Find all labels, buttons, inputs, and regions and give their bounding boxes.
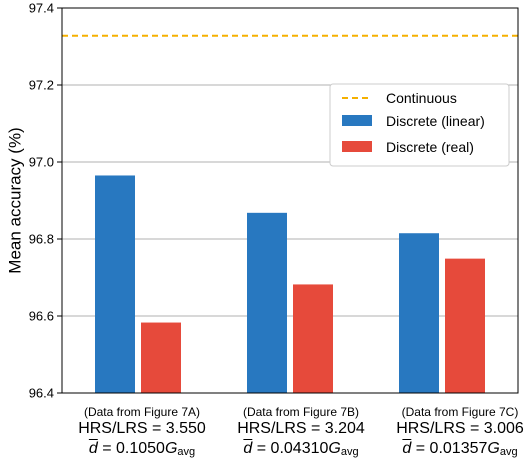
y-axis-label: Mean accuracy (%): [5, 127, 24, 273]
bar-discrete-real-1: [293, 284, 333, 393]
category-d-label: d = 0.01357Gavg: [402, 440, 518, 458]
bar-discrete-real-0: [141, 322, 181, 393]
category-ratio-label: HRS/LRS = 3.550: [78, 420, 206, 437]
y-tick-label: 97.0: [29, 155, 54, 170]
legend-discrete-real-label: Discrete (real): [386, 139, 474, 155]
legend-discrete-real-swatch: [342, 141, 372, 152]
y-axis-ticks: 96.4 96.6 96.8 97.0 97.2 97.4: [29, 1, 62, 401]
category-d-label: d = 0.1050Gavg: [88, 440, 196, 458]
category-ratio-label: HRS/LRS = 3.006: [396, 420, 524, 437]
plot-area-frame: [61, 7, 519, 394]
legend: Continuous Discrete (linear) Discrete (r…: [329, 83, 510, 167]
category-caption-c: (Data from Figure 7C) HRS/LRS = 3.006 d …: [380, 405, 529, 462]
category-source-label: (Data from Figure 7B): [242, 405, 360, 419]
bar-discrete-linear-2: [399, 233, 439, 393]
y-tick-label: 96.4: [29, 386, 54, 401]
y-tick-label: 97.2: [29, 78, 54, 93]
bar-discrete-linear-0: [95, 175, 135, 393]
y-tick-label: 96.6: [29, 309, 54, 324]
y-tick-label: 96.8: [29, 232, 54, 247]
bar-discrete-real-2: [445, 258, 485, 393]
category-source-label: (Data from Figure 7A): [83, 405, 201, 419]
legend-box: [329, 83, 510, 167]
category-d-label: d = 0.04310Gavg: [243, 440, 359, 458]
category-caption-b: (Data from Figure 7B) HRS/LRS = 3.204 d …: [221, 405, 381, 462]
y-tick-label: 97.4: [29, 1, 54, 16]
legend-continuous-label: Continuous: [386, 90, 457, 106]
bar-discrete-linear-1: [247, 212, 287, 393]
legend-discrete-linear-label: Discrete (linear): [386, 113, 485, 129]
category-ratio-label: HRS/LRS = 3.204: [237, 420, 365, 437]
category-source-label: (Data from Figure 7C): [401, 405, 519, 419]
legend-discrete-linear-swatch: [342, 115, 372, 126]
category-caption-a: (Data from Figure 7A) HRS/LRS = 3.550 d …: [62, 405, 222, 462]
bars: [95, 175, 485, 393]
